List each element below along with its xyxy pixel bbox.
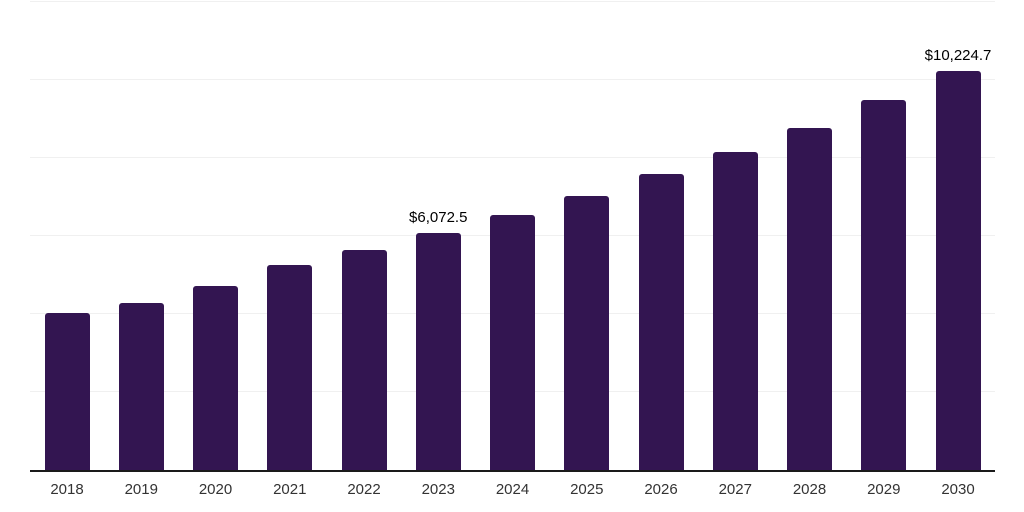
x-axis-label-2024: 2024 [495,481,530,498]
x-axis-label-2023: 2023 [421,481,455,498]
x-axis-label-2021: 2021 [273,481,307,498]
bar-2020[interactable] [193,286,238,470]
x-axis-label-2028: 2028 [792,481,827,498]
gridline-10000 [30,79,995,80]
x-axis-label-2030: 2030 [941,481,975,498]
bar-2024[interactable] [490,214,535,470]
x-axis-labels: 2018 2019 2020 2021 2022 2023 2024 2025 2026 2027… [30,481,995,501]
bar-2028[interactable] [787,128,832,470]
bar-2019[interactable] [118,303,164,470]
bar-2026[interactable] [638,174,684,470]
gridline-12000 [30,1,995,2]
data-label-2023: $6,072.5 [409,209,468,227]
data-label-2030: $10,224.7 [924,47,992,65]
bar-2030[interactable] [935,71,981,470]
bar-2025[interactable] [564,196,610,470]
bar-2022[interactable] [341,250,387,470]
gridline-8000 [30,157,995,158]
x-axis-label-2025: 2025 [570,481,604,498]
x-axis-label-2026: 2026 [644,481,678,498]
x-axis-label-2020: 2020 [198,481,233,498]
bar-2027[interactable] [712,152,758,470]
bar-2023[interactable] [415,233,461,470]
bar-2018[interactable] [44,313,90,470]
x-axis-label-2027: 2027 [718,481,752,498]
bar-2021[interactable] [267,265,313,470]
x-axis-label-2022: 2022 [347,481,381,498]
x-axis-label-2018: 2018 [50,481,84,498]
x-axis-label-2029: 2029 [867,481,901,498]
x-axis-label-2019: 2019 [124,481,158,498]
plot-area: $6,072.5 $10,224.7 [30,1,995,472]
x-axis-line [30,470,995,472]
bar-2029[interactable] [861,100,907,470]
